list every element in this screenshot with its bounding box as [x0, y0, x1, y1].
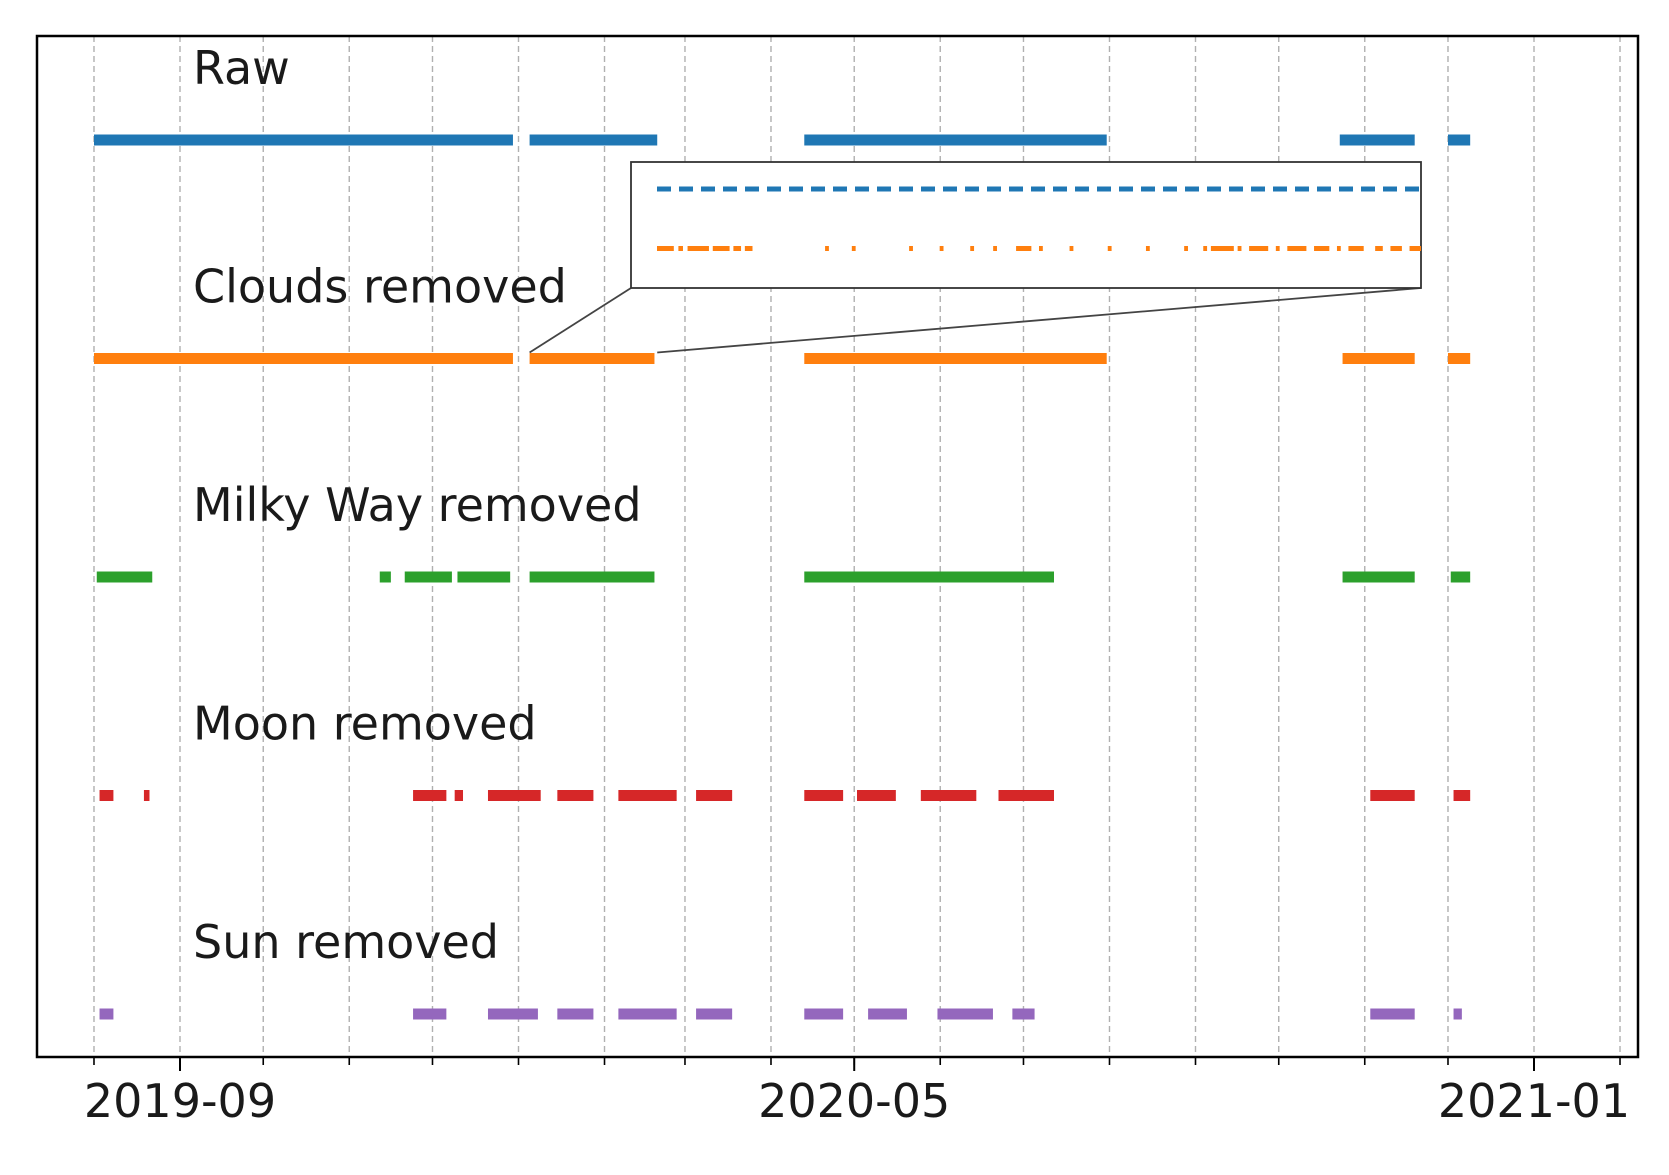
inset-clouds-removed-mark	[1390, 246, 1402, 251]
inset-clouds-removed-mark	[970, 246, 975, 251]
series-marks	[93, 134, 1471, 1020]
series-raw	[93, 134, 1471, 146]
segment-moon-removed	[454, 790, 464, 801]
segment-clouds-removed	[1447, 353, 1471, 364]
segment-raw	[1339, 134, 1415, 146]
inset-connector-left	[529, 287, 632, 354]
inset-clouds-removed-mark	[1348, 246, 1364, 251]
inset-clouds-removed-mark	[1107, 246, 1112, 251]
inset-clouds-removed-mark	[733, 246, 742, 251]
segment-milky-way-removed	[804, 571, 1054, 583]
segment-sun-removed	[937, 1008, 993, 1020]
segment-sun-removed	[868, 1008, 907, 1020]
segment-milky-way-removed	[96, 571, 153, 583]
segment-moon-removed	[557, 790, 594, 801]
inset-frame	[630, 161, 1422, 289]
x-axis: 2019-09 2020-05 2021-01	[84, 1057, 1630, 1128]
segment-milky-way-removed	[1342, 571, 1415, 583]
plot-frame	[35, 34, 1640, 1059]
segment-milky-way-removed	[457, 571, 511, 583]
inset-clouds-removed-mark	[1336, 246, 1341, 251]
inset-clouds-removed-mark	[1237, 246, 1242, 251]
inset-connector-right	[657, 287, 1422, 354]
segment-moon-removed	[99, 790, 114, 801]
segment-sun-removed	[487, 1008, 538, 1020]
series-labels: Raw Clouds removed Milky Way removed Moon r…	[193, 41, 642, 969]
segment-sun-removed	[1453, 1008, 1462, 1020]
segment-moon-removed	[1370, 790, 1415, 801]
segment-milky-way-removed	[404, 571, 452, 583]
inset-clouds-removed-mark	[825, 246, 829, 251]
inset-clouds-removed-mark	[744, 246, 753, 251]
segment-moon-removed	[696, 790, 733, 801]
series-moon-removed	[99, 790, 1471, 801]
segment-raw	[804, 134, 1107, 146]
segment-raw	[529, 134, 658, 146]
segment-sun-removed	[696, 1008, 733, 1020]
segment-sun-removed	[413, 1008, 447, 1020]
series-label-sun-removed: Sun removed	[193, 915, 499, 969]
segment-milky-way-removed	[529, 571, 655, 583]
x-tick-label: 2020-05	[758, 1074, 950, 1128]
series-clouds-removed	[93, 353, 1471, 364]
segment-moon-removed	[487, 790, 541, 801]
segment-moon-removed	[920, 790, 977, 801]
segment-milky-way-removed	[1450, 571, 1471, 583]
inset-clouds-removed-mark	[678, 246, 683, 251]
series-milky-way-removed	[96, 571, 1471, 583]
inset-clouds-removed-mark	[1249, 246, 1269, 251]
x-tick-label: 2021-01	[1438, 1074, 1630, 1128]
segment-clouds-removed	[93, 353, 513, 364]
series-label-raw: Raw	[193, 41, 290, 95]
inset-clouds-removed-mark	[1210, 246, 1234, 251]
inset-clouds-removed-mark	[1145, 246, 1150, 251]
inset-clouds-removed-mark	[1016, 246, 1032, 251]
inset-clouds-removed-mark	[1275, 246, 1280, 251]
segment-moon-removed	[143, 790, 150, 801]
segment-sun-removed	[557, 1008, 594, 1020]
inset-clouds-removed-mark	[1184, 246, 1188, 251]
inset-clouds-removed-mark	[1287, 246, 1307, 251]
segment-moon-removed	[618, 790, 677, 801]
inset-clouds-removed-mark	[851, 246, 856, 251]
inset-clouds-removed-mark	[993, 246, 997, 251]
segment-milky-way-removed	[379, 571, 391, 583]
segment-sun-removed	[1370, 1008, 1415, 1020]
inset-clouds-removed-mark	[712, 246, 730, 251]
inset-clouds-removed-mark	[1039, 246, 1043, 251]
segment-clouds-removed	[1342, 353, 1415, 364]
segment-moon-removed	[1453, 790, 1471, 801]
segment-raw	[1447, 134, 1471, 146]
inset-clouds-removed-mark	[1314, 246, 1330, 251]
segment-clouds-removed	[804, 353, 1107, 364]
segment-sun-removed	[804, 1008, 844, 1020]
segment-moon-removed	[857, 790, 896, 801]
inset-clouds-removed-mark	[909, 246, 913, 251]
segment-sun-removed	[99, 1008, 114, 1020]
segment-sun-removed	[618, 1008, 677, 1020]
series-label-milky-way-removed: Milky Way removed	[193, 478, 642, 532]
segment-raw	[93, 134, 513, 146]
x-tick-label: 2019-09	[84, 1074, 276, 1128]
inset-clouds-removed-mark	[657, 246, 674, 251]
inset-clouds-removed-mark	[1375, 246, 1383, 251]
inset-clouds-removed-mark	[939, 246, 944, 251]
segment-moon-removed	[998, 790, 1054, 801]
inset-clouds-removed-mark	[687, 246, 709, 251]
series-sun-removed	[99, 1008, 1462, 1020]
series-label-moon-removed: Moon removed	[193, 697, 537, 751]
series-label-clouds-removed: Clouds removed	[193, 260, 567, 314]
zoom-connectors	[529, 287, 1422, 354]
segment-moon-removed	[413, 790, 447, 801]
segment-moon-removed	[804, 790, 844, 801]
segment-sun-removed	[1012, 1008, 1035, 1020]
inset-clouds-removed-mark	[1203, 246, 1208, 251]
segment-clouds-removed	[529, 353, 655, 364]
inset-clouds-removed-mark	[1069, 246, 1074, 251]
zoom-inset	[630, 161, 1422, 289]
inset-clouds-removed-mark	[1409, 246, 1421, 251]
